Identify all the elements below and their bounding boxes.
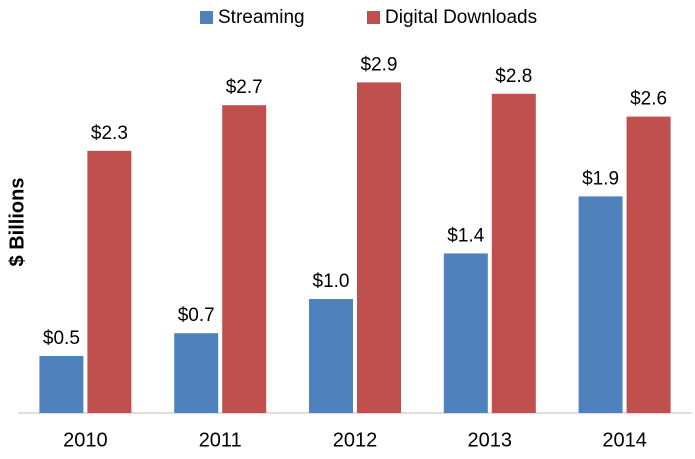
bar [174, 333, 219, 413]
legend-swatch [200, 11, 213, 24]
bar [578, 196, 623, 413]
value-label: $0.7 [178, 305, 215, 326]
value-label: $2.9 [361, 54, 398, 75]
x-tick-label: 2013 [468, 429, 513, 451]
bar [357, 82, 401, 414]
bar [87, 150, 132, 414]
x-tick-label: 2014 [602, 429, 647, 451]
value-label: $1.0 [313, 271, 350, 292]
bar [222, 105, 267, 413]
legend-label: Streaming [218, 7, 305, 28]
x-tick-label: 2011 [199, 429, 242, 451]
value-label: $0.5 [43, 328, 80, 349]
legend-label: Digital Downloads [385, 7, 537, 28]
bar [39, 356, 84, 413]
value-label: $2.7 [226, 77, 263, 98]
x-tick-label: 2010 [63, 429, 108, 451]
bar [309, 299, 353, 413]
x-tick-label: 2012 [333, 429, 378, 451]
value-label: $1.9 [582, 168, 619, 189]
value-label: $1.4 [447, 225, 484, 246]
bar [491, 93, 536, 414]
y-axis-label: $ Billions [6, 178, 28, 267]
legend-swatch [367, 11, 380, 24]
bar [443, 253, 488, 413]
value-label: $2.8 [495, 66, 532, 87]
value-label: $2.3 [91, 123, 128, 144]
value-label: $2.6 [630, 89, 667, 110]
bar [626, 116, 671, 413]
